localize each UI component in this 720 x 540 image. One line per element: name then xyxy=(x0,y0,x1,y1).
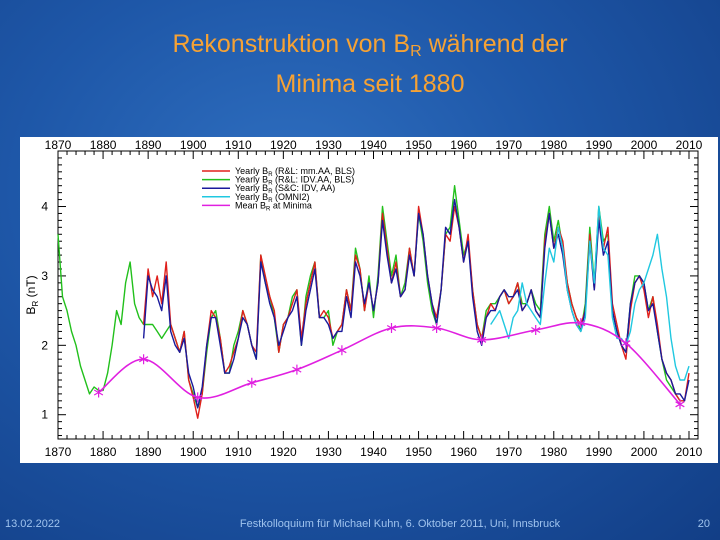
x-tick-label-top: 2000 xyxy=(631,138,658,152)
series-line-3 xyxy=(490,205,690,381)
minimum-marker xyxy=(93,387,104,398)
minimum-marker xyxy=(292,364,302,375)
x-tick-label-top: 1890 xyxy=(135,138,162,152)
minimum-marker xyxy=(193,392,203,403)
series-line-2 xyxy=(142,198,690,409)
x-tick-label-top: 1920 xyxy=(270,138,297,152)
x-tick-label-bottom: 1890 xyxy=(135,445,162,459)
minimum-marker xyxy=(675,399,685,410)
x-tick-label-top: 1950 xyxy=(405,138,432,152)
title-line1-post: während der xyxy=(421,30,568,58)
title-subscript: R xyxy=(410,43,422,60)
x-tick-label-bottom: 1920 xyxy=(270,445,297,459)
x-tick-label-top: 1910 xyxy=(225,138,252,152)
x-tick-label-bottom: 1900 xyxy=(180,445,207,459)
slide-title: Rekonstruktion von BR während der Minima… xyxy=(0,28,720,100)
legend-label: Yearly BR (R&L: IDV.AA, BLS) xyxy=(235,175,354,187)
footer-page-number: 20 xyxy=(697,518,710,530)
footer-event: Festkolloquium für Michael Kuhn, 6. Okto… xyxy=(239,518,561,530)
title-line1-pre: Rekonstruktion von B xyxy=(172,30,411,58)
footer-date: 13.02.2022 xyxy=(5,518,61,530)
legend-label: Yearly BR (OMNI2) xyxy=(235,192,310,204)
x-tick-label-top: 1990 xyxy=(585,138,612,152)
x-tick-label-bottom: 1970 xyxy=(495,445,522,459)
x-tick-label-top: 1900 xyxy=(180,138,207,152)
title-line2: Minima seit 1880 xyxy=(275,70,465,98)
x-tick-label-top: 1880 xyxy=(90,138,117,152)
minimum-marker xyxy=(531,325,541,335)
x-tick-label-bottom: 1870 xyxy=(45,445,72,459)
chart-panel: 1870 1870 1880 1880 1890 1890 1900 1900 1910 1910… xyxy=(20,137,718,463)
legend: Yearly BR (R&L: mm.AA, BLS)Yearly BR (R&… xyxy=(202,166,355,212)
minimum-marker xyxy=(431,323,442,333)
x-tick-label-bottom: 2000 xyxy=(631,445,658,459)
x-tick-label-bottom: 1950 xyxy=(405,445,432,459)
series-lines xyxy=(57,185,690,419)
x-tick-label-top: 2010 xyxy=(676,138,703,152)
x-tick-label-top: 1970 xyxy=(495,138,522,152)
minima-markers xyxy=(93,318,685,410)
x-tick-label-top: 1940 xyxy=(360,138,387,152)
x-tick-label-top: 1980 xyxy=(540,138,567,152)
legend-label: Yearly BR (R&L: mm.AA, BLS) xyxy=(235,166,355,178)
x-tick-label-bottom: 1940 xyxy=(360,445,387,459)
legend-label: Yearly BR (S&C: IDV, AA) xyxy=(235,183,335,195)
minimum-marker xyxy=(477,334,487,345)
minimum-marker xyxy=(337,345,347,356)
y-tick-label: 4 xyxy=(41,200,48,214)
legend-label: Mean BR at Minima xyxy=(235,200,312,212)
x-tick-label-bottom: 1980 xyxy=(540,445,567,459)
minimum-marker xyxy=(247,377,257,388)
minimum-marker xyxy=(621,338,631,349)
minimum-marker xyxy=(576,318,586,329)
minimum-marker xyxy=(386,323,397,333)
x-tick-label-bottom: 1990 xyxy=(585,445,612,459)
axes: 1870 1870 1880 1880 1890 1890 1900 1900 1910 1910… xyxy=(24,138,703,459)
y-tick-label: 1 xyxy=(41,408,48,422)
br-minima-chart: 1870 1870 1880 1880 1890 1890 1900 1900 1910 1910… xyxy=(24,138,703,459)
x-tick-label-bottom: 1880 xyxy=(90,445,117,459)
series-line-4 xyxy=(98,321,681,405)
y-axis-label: BR (nT) xyxy=(24,275,40,314)
y-tick-label: 2 xyxy=(41,338,48,352)
plot-frame xyxy=(57,150,699,440)
x-tick-label-bottom: 1930 xyxy=(315,445,342,459)
x-tick-label-top: 1870 xyxy=(45,138,72,152)
y-tick-label: 3 xyxy=(41,269,48,283)
x-tick-label-bottom: 2010 xyxy=(676,445,703,459)
x-tick-label-bottom: 1960 xyxy=(450,445,477,459)
x-tick-label-bottom: 1910 xyxy=(225,445,252,459)
x-tick-label-top: 1930 xyxy=(315,138,342,152)
minimum-marker xyxy=(139,354,149,365)
x-tick-label-top: 1960 xyxy=(450,138,477,152)
